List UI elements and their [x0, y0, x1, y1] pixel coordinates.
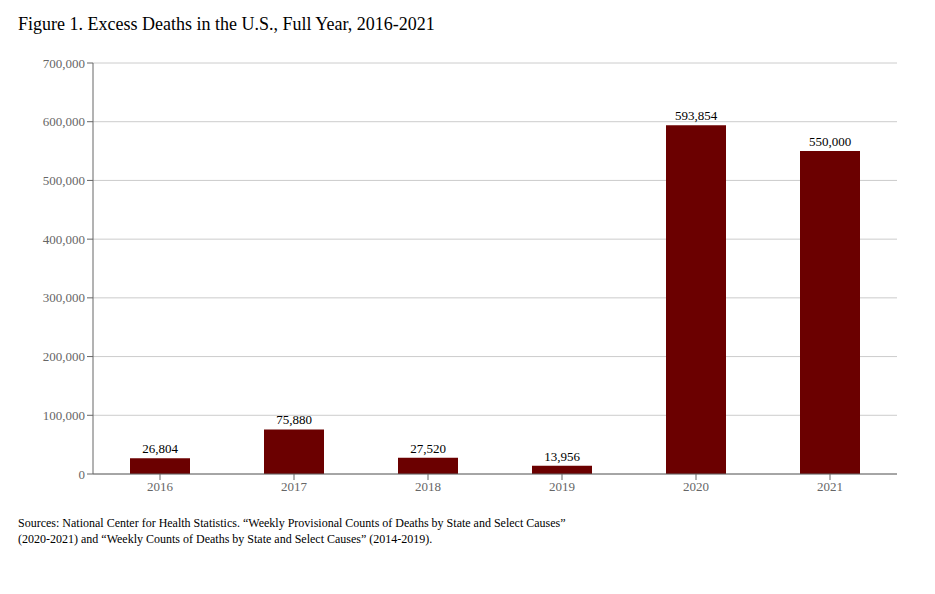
svg-text:2021: 2021: [817, 479, 843, 494]
svg-text:2016: 2016: [147, 479, 174, 494]
svg-text:0: 0: [79, 467, 86, 482]
svg-text:26,804: 26,804: [142, 441, 178, 456]
svg-text:593,854: 593,854: [675, 108, 718, 123]
svg-text:700,000: 700,000: [43, 56, 85, 71]
svg-text:2018: 2018: [415, 479, 441, 494]
html-text:(2020-2021) and “Weekly Counts: (2020-2021) and “Weekly Counts of Deaths…: [18, 532, 433, 546]
svg-text:600,000: 600,000: [43, 114, 85, 129]
svg-text:500,000: 500,000: [43, 173, 85, 188]
html-text:Figure 1. Excess Deaths in the: Figure 1. Excess Deaths in the U.S., Ful…: [18, 14, 435, 34]
svg-text:100,000: 100,000: [43, 408, 85, 423]
svg-text:13,956: 13,956: [544, 449, 580, 464]
svg-text:300,000: 300,000: [43, 290, 85, 305]
svg-text:2019: 2019: [549, 479, 575, 494]
svg-text:550,000: 550,000: [809, 134, 851, 149]
svg-text:200,000: 200,000: [43, 349, 85, 364]
svg-text:27,520: 27,520: [410, 441, 446, 456]
html-text:Sources: National Center for H: Sources: National Center for Health Stat…: [18, 516, 566, 530]
svg-text:2020: 2020: [683, 479, 709, 494]
svg-text:2017: 2017: [281, 479, 308, 494]
svg-text:400,000: 400,000: [43, 232, 85, 247]
svg-text:75,880: 75,880: [276, 412, 312, 427]
